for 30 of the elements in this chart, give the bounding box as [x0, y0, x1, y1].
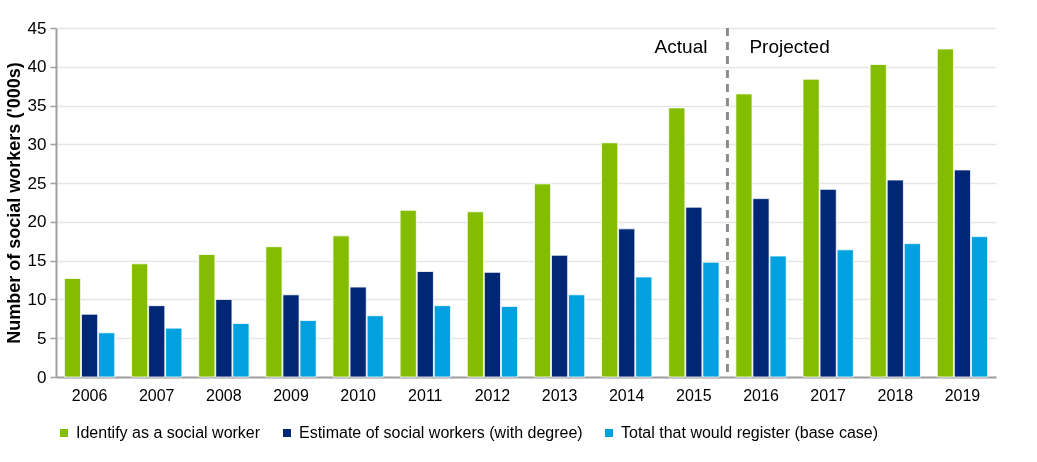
x-tick-label: 2012 [474, 386, 511, 404]
y-tick-label: 30 [27, 134, 47, 154]
x-tick-label: 2019 [944, 386, 981, 404]
y-tick-label: 10 [27, 289, 47, 309]
x-tick-label: 2017 [810, 386, 847, 404]
y-tick-label: 35 [27, 96, 47, 116]
x-tick-label: 2014 [608, 386, 645, 404]
x-tick-label: 2015 [676, 386, 712, 404]
x-tick-label: 2010 [340, 386, 377, 404]
y-tick-label: 20 [27, 212, 47, 232]
legend-label: Total that would register (base case) [621, 424, 879, 441]
y-tick-label: 25 [27, 173, 47, 193]
x-tick-label: 2016 [743, 386, 779, 404]
x-tick-label: 2006 [71, 386, 108, 404]
annotation: Projected [749, 36, 830, 57]
annotation: Actual [654, 36, 708, 57]
y-tick-label: 0 [37, 367, 47, 387]
y-tick-label: 15 [27, 251, 47, 271]
x-tick-label: 2007 [138, 386, 175, 404]
legend-label: Estimate of social workers (with degree) [299, 424, 583, 441]
y-tick-label: 45 [27, 18, 47, 38]
x-tick-label: 2011 [408, 386, 443, 404]
x-tick-label: 2008 [206, 386, 242, 404]
x-tick-label: 2009 [273, 386, 309, 404]
legend-label: Identify as a social worker [76, 424, 261, 441]
x-tick-label: 2013 [541, 386, 578, 404]
y-tick-label: 40 [27, 57, 47, 77]
y-axis-title: Number of social workers ('000s) [3, 62, 24, 344]
x-tick-label: 2018 [877, 386, 914, 404]
y-tick-label: 5 [37, 328, 47, 348]
